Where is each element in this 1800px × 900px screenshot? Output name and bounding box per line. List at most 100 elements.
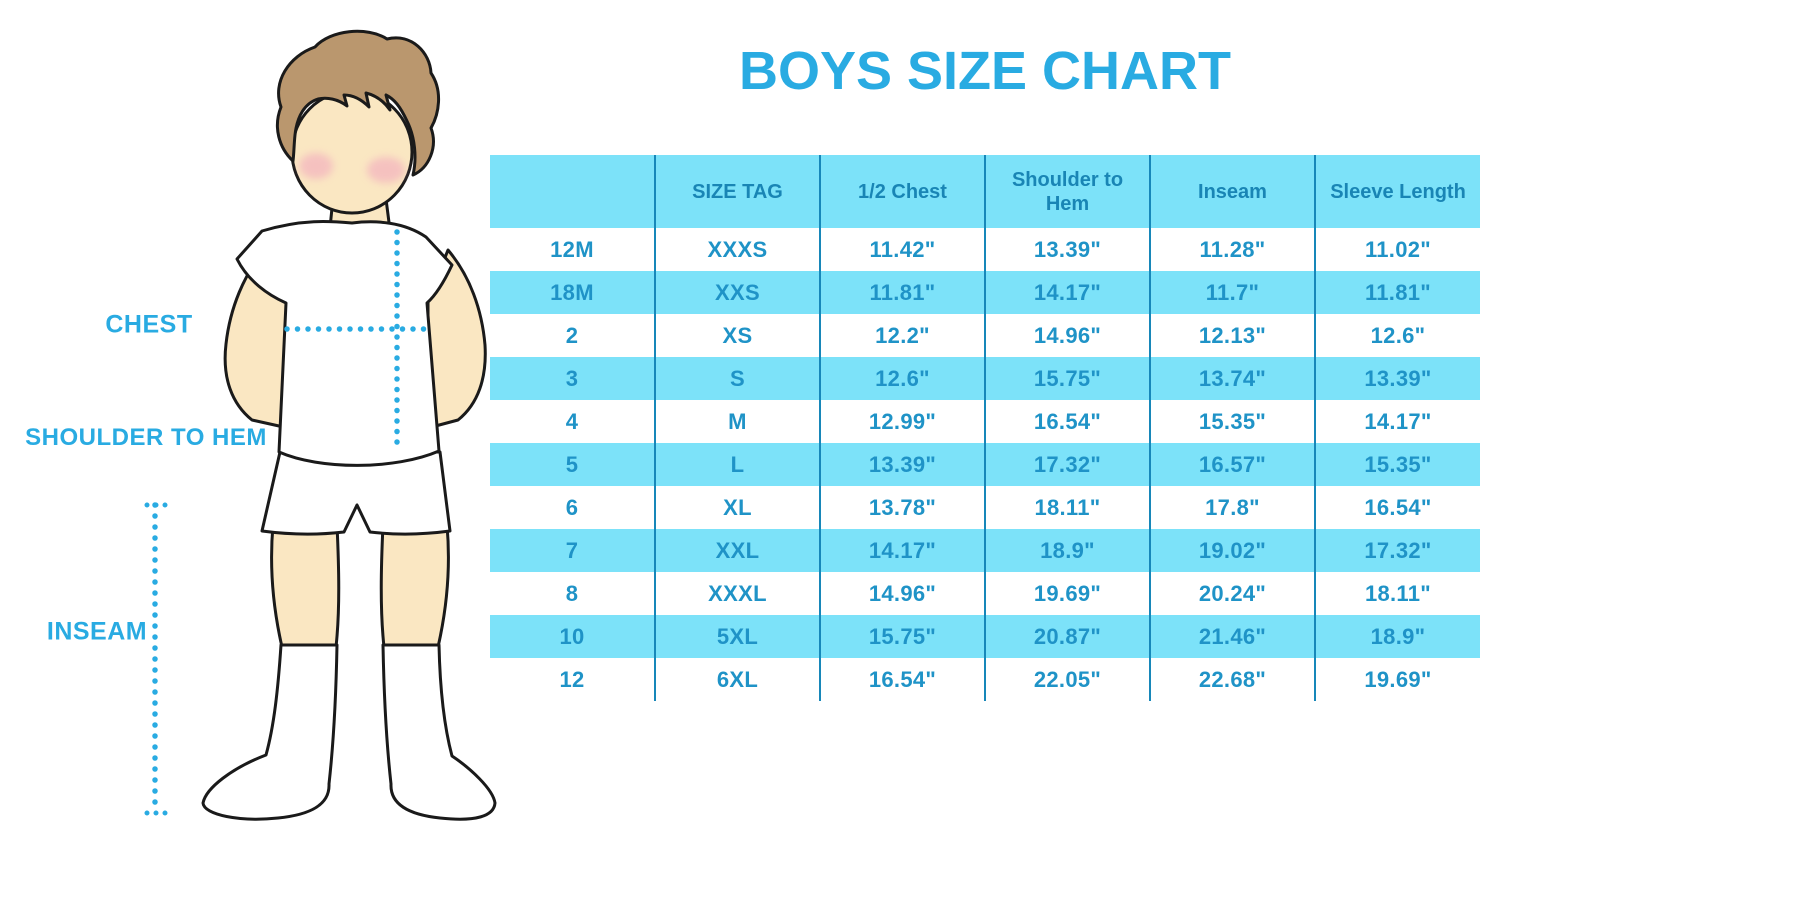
size-cell: 10 <box>490 615 655 658</box>
value-cell: 14.96" <box>819 572 985 615</box>
value-cell: 11.02" <box>1314 228 1480 271</box>
shorts <box>260 450 452 536</box>
table-row: 2 XS 12.2" 14.96" 12.13" 12.6" <box>490 314 1480 357</box>
size-cell: 2 <box>565 322 579 348</box>
col-header-blank <box>490 155 655 228</box>
value-cell: 11.81" <box>819 271 985 314</box>
value-cell: L <box>654 443 820 486</box>
value-cell: 12.13" <box>1149 314 1315 357</box>
left-sock <box>201 643 339 821</box>
chest-label: CHEST <box>105 310 193 339</box>
value-cell: 17.8" <box>1149 486 1315 529</box>
value-cell: 18.11" <box>1314 572 1480 615</box>
value-cell: 11.28" <box>1149 228 1315 271</box>
left-leg <box>270 523 341 649</box>
size-cell: 6 <box>565 494 579 520</box>
shoulder-to-hem-label: SHOULDER TO HEM <box>25 424 267 451</box>
value-cell: 12.2" <box>819 314 985 357</box>
table-row: 6 XL 13.78" 18.11" 17.8" 16.54" <box>490 486 1480 529</box>
col-header-size-tag: SIZE TAG <box>654 155 820 228</box>
value-cell: XXXS <box>654 228 820 271</box>
col-header-inseam: Inseam <box>1149 155 1315 228</box>
boy-illustration <box>144 29 497 821</box>
value-cell: 13.74" <box>1149 357 1315 400</box>
size-cell: 3 <box>490 357 655 400</box>
value-cell: 18.9" <box>1314 615 1480 658</box>
value-cell: 19.02" <box>1149 529 1315 572</box>
value-cell: 15.35" <box>1149 400 1315 443</box>
value-cell: 13.39" <box>984 228 1150 271</box>
col-header-half-chest: 1/2 Chest <box>819 155 985 228</box>
right-arm <box>426 248 487 430</box>
value-cell: 19.69" <box>1314 658 1480 701</box>
table-row: 10 5XL 15.75" 20.87" 21.46" 18.9" <box>490 615 1480 658</box>
value-cell: 17.32" <box>1314 529 1480 572</box>
value-cell: 14.96" <box>984 314 1150 357</box>
right-leg <box>379 523 450 649</box>
right-sock <box>381 643 497 821</box>
header-row: SIZE TAG 1/2 Chest Shoulder to Hem Insea… <box>490 155 1480 228</box>
value-cell: XS <box>654 314 820 357</box>
value-cell: 12.6" <box>1314 314 1480 357</box>
value-cell: 22.68" <box>1149 658 1315 701</box>
col-header-shoulder-hem: Shoulder to Hem <box>984 155 1150 228</box>
value-cell: 5XL <box>654 615 820 658</box>
value-cell: 16.54" <box>1314 486 1480 529</box>
measurement-figure: CHEST SHOULDER TO HEM INSEAM <box>0 0 520 900</box>
value-cell: 12.99" <box>819 400 985 443</box>
value-cell: 15.75" <box>984 357 1150 400</box>
value-cell: 16.54" <box>819 658 985 701</box>
value-cell: 6XL <box>654 658 820 701</box>
value-cell: XXXL <box>654 572 820 615</box>
hair <box>276 29 440 177</box>
value-cell: 15.75" <box>819 615 985 658</box>
value-cell: 19.69" <box>984 572 1150 615</box>
value-cell: XXS <box>654 271 820 314</box>
value-cell: 18.11" <box>984 486 1150 529</box>
table-row: 12M XXXS 11.42" 13.39" 11.28" 11.02" <box>490 228 1480 271</box>
size-cell: 5 <box>490 443 655 486</box>
value-cell: 16.54" <box>984 400 1150 443</box>
blush-left-cheek <box>299 153 333 179</box>
value-cell: 17.32" <box>984 443 1150 486</box>
value-cell: 12.6" <box>819 357 985 400</box>
size-table-header: SIZE TAG 1/2 Chest Shoulder to Hem Insea… <box>490 155 1480 228</box>
table-row: 5 L 13.39" 17.32" 16.57" 15.35" <box>490 443 1480 486</box>
size-cell: 4 <box>565 408 579 434</box>
value-cell: 16.57" <box>1149 443 1315 486</box>
size-table-body: 12M XXXS 11.42" 13.39" 11.28" 11.02" 18M XXS 11.… <box>490 228 1480 701</box>
value-cell: 21.46" <box>1149 615 1315 658</box>
value-cell: 14.17" <box>1314 400 1480 443</box>
table-row: 12 6XL 16.54" 22.05" 22.68" 19.69" <box>490 658 1480 701</box>
value-cell: 13.39" <box>1314 357 1480 400</box>
value-cell: 13.39" <box>819 443 985 486</box>
value-cell: 18.9" <box>984 529 1150 572</box>
value-cell: M <box>654 400 820 443</box>
value-cell: 15.35" <box>1314 443 1480 486</box>
value-cell: 20.24" <box>1149 572 1315 615</box>
col-header-sleeve-length: Sleeve Length <box>1314 155 1480 228</box>
value-cell: XXL <box>654 529 820 572</box>
size-chart-table: SIZE TAG 1/2 Chest Shoulder to Hem Insea… <box>490 155 1480 701</box>
value-cell: 20.87" <box>984 615 1150 658</box>
size-cell: 8 <box>565 580 579 606</box>
table-row: 18M XXS 11.81" 14.17" 11.7" 11.81" <box>490 271 1480 314</box>
size-cell: 7 <box>490 529 655 572</box>
value-cell: 13.78" <box>819 486 985 529</box>
value-cell: 11.81" <box>1314 271 1480 314</box>
face <box>290 89 414 215</box>
size-cell: 12M <box>550 236 594 262</box>
value-cell: S <box>654 357 820 400</box>
size-cell: 18M <box>490 271 655 314</box>
blush-right-cheek <box>367 157 405 183</box>
table-row: 4 M 12.99" 16.54" 15.35" 14.17" <box>490 400 1480 443</box>
value-cell: 11.42" <box>819 228 985 271</box>
value-cell: 22.05" <box>984 658 1150 701</box>
value-cell: 14.17" <box>819 529 985 572</box>
table-row: 3 S 12.6" 15.75" 13.74" 13.39" <box>490 357 1480 400</box>
inseam-label: INSEAM <box>46 617 148 646</box>
table-row: 7 XXL 14.17" 18.9" 19.02" 17.32" <box>490 529 1480 572</box>
table-row: 8 XXXL 14.96" 19.69" 20.24" 18.11" <box>490 572 1480 615</box>
value-cell: 11.7" <box>1149 271 1315 314</box>
